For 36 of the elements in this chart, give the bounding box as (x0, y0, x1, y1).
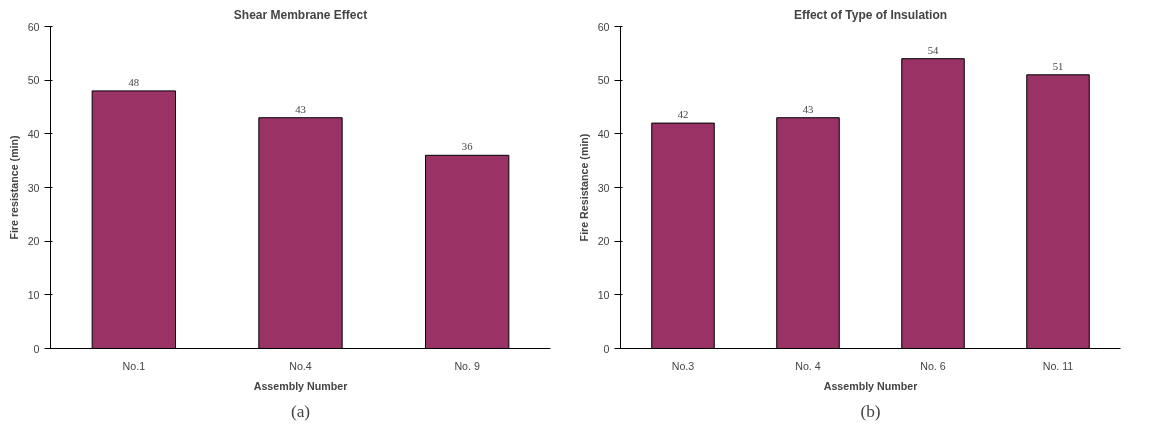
x-tick-label: No. 9 (454, 359, 480, 372)
y-tick-label: 60 (27, 20, 40, 33)
y-tick-label: 30 (27, 181, 40, 194)
y-axis-title: Fire Resistance (min) (577, 133, 590, 242)
x-tick-label: No. 6 (920, 359, 946, 372)
data-label: 54 (927, 44, 939, 56)
y-tick-label: 10 (27, 288, 40, 301)
data-label: 43 (295, 103, 306, 115)
text: (a) (290, 401, 311, 421)
x-tick-label: No. 4 (795, 359, 821, 372)
chart-title: Shear Membrane Effect (233, 7, 368, 22)
y-tick-label: 40 (597, 127, 610, 140)
y-tick-label: 0 (603, 342, 610, 355)
data-label: 51 (1052, 60, 1064, 72)
data-label: 36 (461, 141, 474, 153)
y-axis-title: Fire resistance (min) (7, 134, 20, 240)
data-label: 43 (802, 103, 814, 115)
y-tick-label: 60 (597, 20, 610, 33)
y-tick-label: 50 (597, 74, 610, 87)
x-tick-label: No.3 (671, 359, 695, 372)
y-tick-label: 50 (27, 74, 40, 87)
data-label: 48 (128, 76, 140, 88)
x-tick-label: No.1 (122, 359, 146, 372)
y-tick-label: 30 (597, 181, 610, 194)
x-axis-title: Assembly Number (253, 379, 348, 392)
y-tick-label: 20 (27, 235, 40, 248)
y-tick-label: 10 (597, 288, 610, 301)
x-tick-label: No. 11 (1042, 359, 1074, 372)
text: (b) (860, 401, 881, 421)
y-tick-label: 40 (27, 127, 40, 140)
y-tick-label: 20 (597, 235, 610, 248)
y-tick-label: 0 (33, 342, 40, 355)
chart-title: Effect of Type of Insulation (793, 7, 948, 22)
data-label: 42 (677, 109, 689, 121)
x-tick-label: No.4 (289, 359, 312, 372)
x-axis-title: Assembly Number (823, 379, 918, 392)
